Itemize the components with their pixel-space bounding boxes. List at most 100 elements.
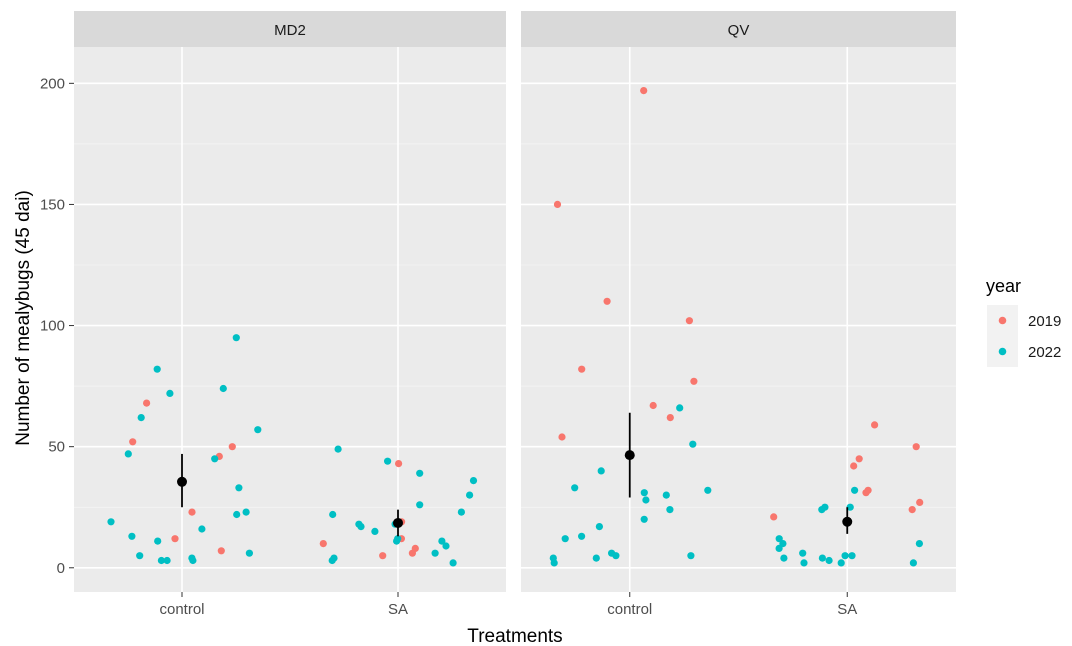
data-point-2022	[775, 544, 783, 553]
data-point-2022	[384, 457, 392, 465]
data-point-2019	[908, 506, 916, 514]
data-point-2022	[837, 559, 845, 567]
data-point-2019	[850, 462, 858, 470]
data-point-2022	[687, 552, 695, 560]
data-point-2022	[662, 491, 670, 499]
data-point-2022	[689, 440, 697, 448]
legend-label: 2019	[1028, 313, 1061, 330]
y-tick-label: 0	[57, 560, 65, 577]
data-point-2022	[219, 384, 227, 393]
y-tick-label: 150	[40, 196, 65, 213]
data-point-2022	[154, 537, 162, 545]
data-point-2022	[818, 506, 826, 514]
data-point-2022	[449, 559, 457, 567]
data-point-2022	[211, 455, 219, 463]
data-point-2022	[612, 552, 620, 560]
data-point-2022	[915, 540, 924, 548]
data-point-2019	[578, 365, 586, 373]
data-point-2022	[124, 450, 132, 458]
data-point-2019	[411, 544, 419, 553]
x-tick-label: SA	[388, 601, 408, 618]
mean-point	[842, 516, 853, 527]
data-point-2022	[157, 556, 165, 565]
x-axis-title: Treatments	[467, 626, 562, 646]
legend: year 2019 2022	[986, 276, 1061, 367]
panel-background	[74, 47, 506, 592]
data-point-2022	[233, 510, 241, 519]
data-point-2022	[416, 469, 424, 477]
data-point-2022	[393, 537, 401, 545]
data-point-2022	[457, 508, 465, 516]
data-point-2022	[242, 508, 250, 516]
mean-point	[393, 517, 403, 528]
strip-label: QV	[728, 22, 750, 39]
data-point-2019	[649, 401, 657, 410]
y-tick-label: 50	[48, 439, 65, 456]
mean-point	[177, 476, 187, 487]
data-point-2019	[770, 513, 778, 521]
data-point-2022	[640, 515, 648, 523]
data-point-2022	[841, 552, 849, 560]
data-point-2022	[571, 484, 579, 492]
data-point-2019	[603, 297, 611, 305]
data-point-2019	[379, 552, 387, 560]
legend-title: year	[986, 276, 1021, 296]
data-point-2019	[862, 489, 870, 497]
legend-label: 2022	[1028, 344, 1061, 361]
panel-md2: MD2 control SA	[74, 11, 506, 618]
data-point-2022	[328, 556, 336, 565]
data-point-2019	[690, 377, 698, 385]
data-point-2022	[818, 554, 827, 562]
data-point-2022	[909, 559, 918, 567]
data-point-2022	[825, 556, 833, 565]
data-point-2022	[578, 532, 586, 540]
panel-background	[521, 47, 956, 592]
data-point-2019	[685, 317, 694, 325]
data-point-2022	[416, 501, 424, 509]
y-axis: 0 50 100 150 200	[40, 75, 74, 577]
data-point-2022	[704, 486, 712, 494]
data-point-2019	[188, 508, 196, 516]
data-point-2022	[666, 506, 674, 514]
data-point-2022	[166, 389, 174, 397]
strip-label: MD2	[274, 22, 306, 39]
data-point-2022	[550, 559, 558, 567]
data-point-2022	[595, 523, 604, 531]
data-point-2019	[217, 547, 225, 555]
data-point-2022	[137, 414, 145, 422]
mean-point	[624, 450, 635, 461]
strip-background	[74, 11, 506, 47]
data-point-2022	[189, 556, 197, 565]
data-point-2022	[640, 489, 648, 497]
x-tick-label: SA	[837, 601, 857, 618]
data-point-2022	[198, 525, 206, 533]
data-point-2022	[799, 549, 807, 557]
data-point-2022	[128, 532, 136, 540]
data-point-2019	[129, 438, 137, 446]
legend-key-dot	[998, 347, 1007, 356]
data-point-2022	[357, 523, 365, 531]
data-point-2022	[800, 559, 808, 567]
data-point-2022	[561, 535, 569, 543]
panel-qv: QV control SA	[521, 11, 956, 618]
data-point-2019	[640, 87, 648, 95]
data-point-2022	[775, 535, 783, 543]
strip-background	[521, 11, 956, 47]
y-axis-title: Number of mealybugs (45 dai)	[13, 190, 34, 446]
data-point-2019	[912, 443, 920, 451]
legend-item-2019: 2019	[987, 305, 1061, 336]
legend-item-2022: 2022	[987, 336, 1061, 367]
data-point-2022	[592, 554, 600, 562]
data-point-2022	[232, 334, 240, 342]
data-point-2019	[558, 433, 566, 441]
data-point-2022	[597, 467, 605, 475]
data-point-2022	[848, 552, 856, 560]
data-point-2022	[642, 496, 650, 504]
y-tick-label: 100	[40, 318, 65, 335]
data-point-2019	[319, 540, 327, 548]
data-point-2019	[171, 535, 179, 543]
legend-key-dot	[998, 316, 1007, 325]
data-point-2022	[779, 540, 787, 548]
data-point-2022	[442, 542, 450, 550]
